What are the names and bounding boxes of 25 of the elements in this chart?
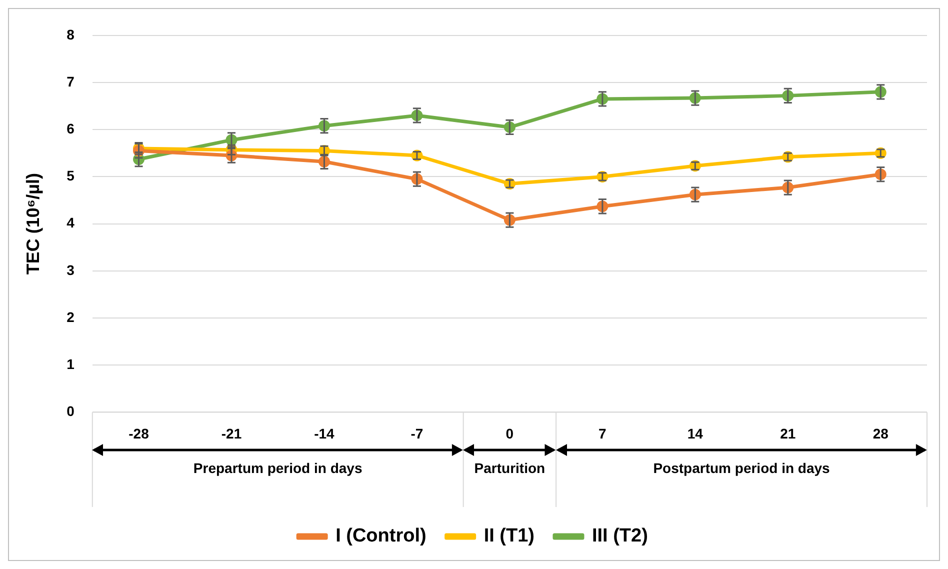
x-tick-label: 28 [872,425,889,442]
text: Prepartum period in days [192,460,364,476]
legend-label: III (T2) [592,526,648,547]
y-tick-label: 7 [66,73,75,90]
x-tick-label: -7 [410,425,424,442]
y-tick-label: 5 [66,168,75,184]
text: Postpartum period in days [652,460,831,476]
y-tick-label: 6 [66,120,75,136]
legend-label: I (Control) [336,526,426,547]
text: Parturition [473,460,546,476]
x-tick-label: -28 [128,425,150,442]
y-axis-title: TEC (10⁶/µl) [22,172,43,275]
x-tick-label: 21 [780,425,796,442]
x-tick-label: 0 [506,425,514,442]
y-tick-label: 8 [66,26,75,42]
y-tick-label: 3 [66,262,75,278]
y-tick-label: 1 [66,356,75,372]
y-tick-label: 4 [66,214,75,231]
y-tick-label: 2 [66,308,75,325]
legend-label: II (T1) [484,526,534,547]
x-tick-label: 7 [598,425,607,442]
x-tick-label: -14 [314,425,335,442]
x-tick-label: 14 [687,425,704,442]
x-tick-label: -21 [221,425,242,442]
y-tick-label: 0 [66,403,75,420]
